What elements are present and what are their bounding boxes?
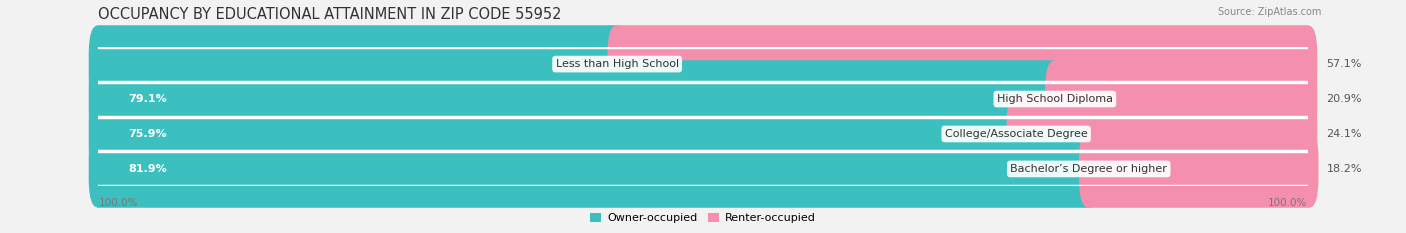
Text: 18.2%: 18.2% (1327, 164, 1362, 174)
Text: High School Diploma: High School Diploma (997, 94, 1114, 104)
FancyBboxPatch shape (1078, 130, 1319, 208)
Text: College/Associate Degree: College/Associate Degree (945, 129, 1088, 139)
FancyBboxPatch shape (89, 60, 1064, 138)
Text: 100.0%: 100.0% (98, 198, 138, 208)
Text: OCCUPANCY BY EDUCATIONAL ATTAINMENT IN ZIP CODE 55952: OCCUPANCY BY EDUCATIONAL ATTAINMENT IN Z… (98, 7, 562, 22)
FancyBboxPatch shape (89, 60, 1317, 138)
Text: 57.1%: 57.1% (1326, 59, 1361, 69)
Text: 20.9%: 20.9% (1326, 94, 1361, 104)
Text: 100.0%: 100.0% (1268, 198, 1308, 208)
Text: Bachelor’s Degree or higher: Bachelor’s Degree or higher (1011, 164, 1167, 174)
Text: Less than High School: Less than High School (555, 59, 679, 69)
Text: 79.1%: 79.1% (129, 94, 167, 104)
Text: Source: ZipAtlas.com: Source: ZipAtlas.com (1218, 7, 1322, 17)
FancyBboxPatch shape (89, 95, 1317, 173)
FancyBboxPatch shape (1007, 95, 1317, 173)
FancyBboxPatch shape (89, 25, 1317, 103)
Text: 75.9%: 75.9% (129, 129, 167, 139)
Text: 81.9%: 81.9% (129, 164, 167, 174)
FancyBboxPatch shape (607, 25, 1317, 103)
Legend: Owner-occupied, Renter-occupied: Owner-occupied, Renter-occupied (586, 208, 820, 227)
FancyBboxPatch shape (89, 130, 1098, 208)
FancyBboxPatch shape (1045, 60, 1317, 138)
Text: 42.9%: 42.9% (564, 59, 599, 69)
FancyBboxPatch shape (89, 25, 627, 103)
Text: 24.1%: 24.1% (1326, 129, 1361, 139)
FancyBboxPatch shape (89, 95, 1026, 173)
FancyBboxPatch shape (89, 130, 1317, 208)
